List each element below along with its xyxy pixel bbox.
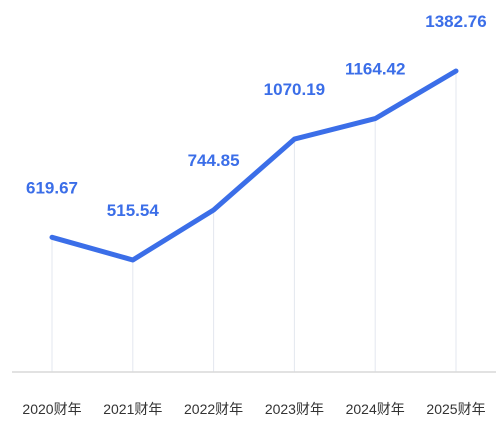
data-labels: 619.67 515.54 744.85 1070.19 1164.42 1382.76 — [26, 12, 487, 220]
x-tick-label: 2021财年 — [103, 401, 162, 417]
data-label: 619.67 — [26, 178, 78, 197]
x-tick-label: 2025财年 — [426, 401, 485, 417]
x-tick-label: 2020财年 — [22, 401, 81, 417]
x-tick-label: 2023财年 — [265, 401, 324, 417]
x-tick-label: 2022财年 — [184, 401, 243, 417]
x-tick-label: 2024财年 — [346, 401, 405, 417]
series-line — [49, 68, 459, 263]
drop-lines — [51, 71, 457, 372]
data-label: 744.85 — [188, 151, 240, 170]
data-label: 515.54 — [107, 201, 160, 220]
data-label: 1164.42 — [345, 60, 406, 79]
x-tick-labels: 2020财年 2021财年 2022财年 2023财年 2024财年 2025财年 — [22, 401, 485, 417]
data-label: 1382.76 — [425, 12, 486, 31]
data-label: 1070.19 — [264, 80, 325, 99]
